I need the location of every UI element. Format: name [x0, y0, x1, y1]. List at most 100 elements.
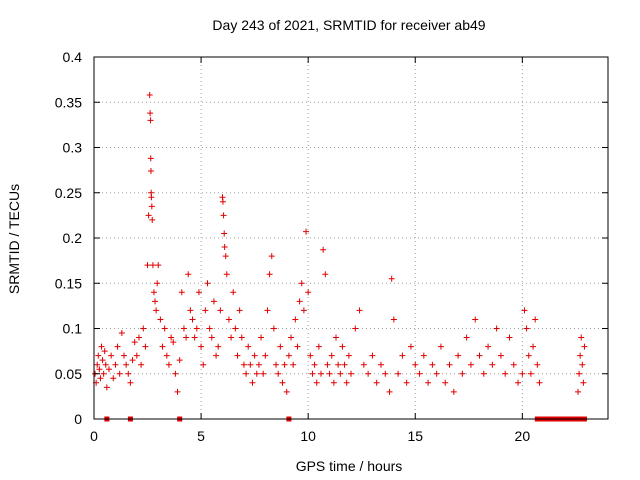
- data-point: [326, 370, 333, 377]
- data-point: [472, 316, 479, 323]
- data-point: [324, 361, 331, 368]
- data-point: [290, 361, 297, 368]
- x-tick-label: 10: [300, 428, 316, 444]
- data-point: [463, 334, 470, 341]
- data-point: [373, 379, 380, 386]
- data-point: [506, 334, 513, 341]
- data-point: [138, 361, 145, 368]
- data-point: [101, 348, 108, 355]
- data-point: [450, 388, 457, 395]
- data-point: [165, 361, 172, 368]
- data-point: [403, 379, 410, 386]
- data-point: [142, 343, 149, 350]
- y-tick-label: 0.25: [55, 185, 82, 201]
- y-tick-label: 0.2: [63, 230, 83, 246]
- data-point: [210, 298, 217, 305]
- data-point: [225, 316, 232, 323]
- data-point: [345, 352, 352, 359]
- data-point: [515, 379, 522, 386]
- data-point: [251, 352, 258, 359]
- data-point: [523, 325, 530, 332]
- data-point: [204, 280, 211, 287]
- data-point: [273, 361, 280, 368]
- data-point: [149, 262, 156, 269]
- data-point: [296, 298, 303, 305]
- data-point: [279, 379, 286, 386]
- data-point: [148, 194, 155, 201]
- data-point: [429, 361, 436, 368]
- data-point: [534, 361, 541, 368]
- data-point: [480, 370, 487, 377]
- data-point: [307, 352, 314, 359]
- data-point: [131, 339, 138, 346]
- data-point: [320, 246, 327, 253]
- data-point: [220, 212, 227, 219]
- data-point: [530, 343, 537, 350]
- data-point: [208, 334, 215, 341]
- data-point: [575, 388, 582, 395]
- x-tick-label: 0: [90, 428, 98, 444]
- data-point: [581, 343, 588, 350]
- data-point: [442, 379, 449, 386]
- data-point: [341, 361, 348, 368]
- data-point: [144, 262, 151, 269]
- data-point: [330, 379, 337, 386]
- data-point: [146, 92, 153, 99]
- data-point: [140, 325, 147, 332]
- x-tick-label: 5: [197, 428, 205, 444]
- y-axis-title: SRMTID / TECUs: [6, 184, 22, 294]
- data-point: [352, 325, 359, 332]
- data-point: [578, 334, 585, 341]
- data-point: [532, 316, 539, 323]
- data-point: [110, 375, 117, 382]
- data-point: [185, 271, 192, 278]
- data-point: [249, 379, 256, 386]
- data-point: [502, 370, 509, 377]
- data-point: [157, 316, 164, 323]
- y-tick-label: 0.1: [63, 321, 83, 337]
- data-point: [416, 370, 423, 377]
- data-point: [219, 198, 226, 205]
- data-point: [125, 370, 132, 377]
- data-point: [337, 370, 344, 377]
- data-point: [309, 370, 316, 377]
- data-point: [100, 370, 107, 377]
- data-point: [253, 370, 260, 377]
- data-point: [343, 379, 350, 386]
- data-point: [388, 275, 395, 282]
- data-point: [133, 352, 140, 359]
- data-point: [198, 343, 205, 350]
- data-point: [103, 384, 110, 391]
- y-tick-label: 0.15: [55, 275, 82, 291]
- data-point: [315, 343, 322, 350]
- data-point: [510, 361, 517, 368]
- data-point: [420, 352, 427, 359]
- data-point: [260, 370, 267, 377]
- data-point: [223, 271, 230, 278]
- data-point: [377, 361, 384, 368]
- data-point: [150, 289, 157, 296]
- data-point: [322, 271, 329, 278]
- data-point: [270, 325, 277, 332]
- data-point: [369, 352, 376, 359]
- data-point: [200, 361, 207, 368]
- data-point: [386, 388, 393, 395]
- data-point: [170, 339, 177, 346]
- data-point: [147, 168, 154, 175]
- data-point: [446, 361, 453, 368]
- data-point: [281, 361, 288, 368]
- data-point: [525, 352, 532, 359]
- data-point: [174, 388, 181, 395]
- data-point: [172, 370, 179, 377]
- data-point: [294, 343, 301, 350]
- data-point: [485, 343, 492, 350]
- data-point: [145, 212, 152, 219]
- data-point: [313, 379, 320, 386]
- data-point: [98, 343, 105, 350]
- data-point: [365, 370, 372, 377]
- data-point: [154, 280, 161, 287]
- data-point: [213, 352, 220, 359]
- data-point: [240, 361, 247, 368]
